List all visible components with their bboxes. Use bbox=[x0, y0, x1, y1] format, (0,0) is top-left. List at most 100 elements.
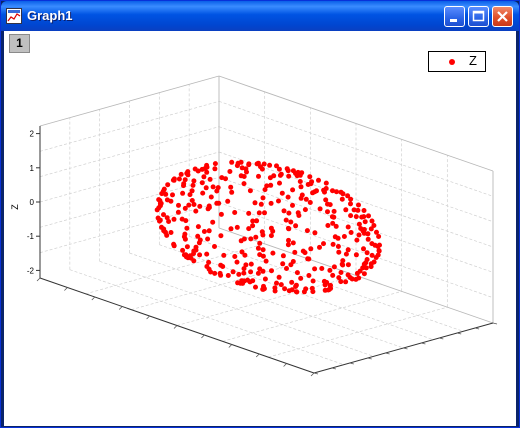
data-point bbox=[214, 188, 220, 194]
data-point bbox=[218, 233, 224, 239]
data-point bbox=[159, 191, 165, 197]
data-point bbox=[345, 224, 351, 230]
data-point bbox=[290, 187, 296, 193]
data-point bbox=[341, 234, 347, 239]
data-point bbox=[212, 270, 218, 276]
data-point bbox=[171, 177, 177, 183]
maximize-icon bbox=[472, 10, 485, 22]
data-point bbox=[348, 201, 353, 207]
data-point bbox=[289, 279, 295, 285]
z-tick-label: 0 bbox=[30, 198, 35, 207]
data-point bbox=[353, 252, 359, 258]
graph-canvas[interactable]: 1 -2 -1 0 1 2 Z Z bbox=[4, 31, 516, 426]
x-tick bbox=[228, 344, 233, 348]
data-point bbox=[205, 236, 211, 242]
data-point bbox=[176, 202, 181, 208]
data-point bbox=[292, 249, 298, 255]
data-point bbox=[298, 275, 304, 281]
data-point bbox=[338, 270, 344, 275]
data-point bbox=[247, 188, 253, 194]
data-point bbox=[269, 268, 274, 274]
data-point bbox=[260, 253, 266, 259]
gridline bbox=[85, 243, 265, 295]
data-point bbox=[338, 189, 344, 195]
x-tick bbox=[118, 306, 123, 310]
data-point bbox=[283, 217, 289, 223]
data-point bbox=[258, 164, 263, 170]
data-point bbox=[285, 242, 291, 248]
data-point bbox=[217, 270, 223, 276]
data-point bbox=[191, 258, 197, 264]
data-point bbox=[280, 253, 286, 259]
data-point bbox=[182, 205, 188, 211]
data-point bbox=[157, 201, 163, 206]
x-tick bbox=[255, 353, 260, 358]
data-point bbox=[331, 264, 337, 270]
data-point bbox=[260, 268, 266, 274]
data-point bbox=[229, 189, 235, 195]
data-point bbox=[190, 182, 196, 188]
data-point bbox=[353, 214, 359, 220]
data-point bbox=[253, 284, 258, 290]
data-point bbox=[376, 248, 382, 254]
data-point bbox=[369, 252, 375, 258]
data-point bbox=[363, 260, 369, 266]
data-point bbox=[201, 174, 207, 180]
data-point bbox=[206, 266, 212, 272]
data-point bbox=[212, 161, 218, 167]
data-point bbox=[189, 198, 195, 203]
data-point bbox=[239, 165, 245, 171]
minimize-button[interactable] bbox=[444, 6, 465, 27]
data-point bbox=[371, 259, 377, 265]
data-point bbox=[207, 176, 213, 182]
data-point bbox=[336, 275, 342, 281]
data-point bbox=[199, 166, 205, 172]
data-point bbox=[171, 216, 177, 222]
data-point bbox=[193, 208, 199, 214]
data-point bbox=[244, 169, 249, 175]
data-point bbox=[199, 180, 205, 186]
data-point bbox=[281, 208, 287, 214]
box-edge bbox=[218, 75, 494, 172]
data-point bbox=[206, 205, 212, 210]
data-point bbox=[197, 203, 203, 209]
y-tick bbox=[313, 372, 319, 375]
data-point bbox=[164, 215, 170, 221]
data-point bbox=[229, 159, 235, 165]
data-point bbox=[293, 282, 299, 288]
data-point bbox=[250, 223, 256, 229]
data-point bbox=[210, 184, 216, 190]
data-point bbox=[228, 184, 234, 190]
data-point bbox=[236, 271, 242, 277]
title-bar[interactable]: Graph1 bbox=[1, 1, 519, 31]
data-point bbox=[334, 189, 339, 195]
data-point bbox=[195, 224, 201, 230]
data-point bbox=[300, 248, 306, 254]
data-point bbox=[362, 219, 368, 225]
data-point bbox=[279, 190, 285, 196]
graph-window-icon[interactable] bbox=[6, 8, 22, 24]
y-tick bbox=[367, 357, 372, 360]
data-point bbox=[304, 228, 310, 234]
data-point bbox=[330, 220, 336, 226]
data-point bbox=[285, 194, 291, 200]
data-point bbox=[356, 202, 361, 208]
data-point bbox=[193, 247, 199, 253]
data-point bbox=[322, 189, 327, 195]
data-point bbox=[327, 267, 333, 273]
close-button[interactable] bbox=[492, 6, 513, 27]
legend[interactable]: Z bbox=[428, 51, 486, 72]
data-point bbox=[208, 194, 214, 200]
data-point bbox=[241, 181, 247, 187]
data-point bbox=[351, 207, 357, 213]
data-point bbox=[310, 278, 316, 284]
layer-tab[interactable]: 1 bbox=[9, 34, 30, 53]
data-point bbox=[246, 210, 252, 216]
data-point bbox=[171, 241, 177, 247]
data-point bbox=[345, 262, 351, 268]
data-point bbox=[227, 169, 233, 174]
data-point bbox=[183, 218, 189, 224]
maximize-button[interactable] bbox=[468, 6, 489, 27]
data-point bbox=[254, 161, 260, 167]
data-point bbox=[262, 210, 267, 216]
